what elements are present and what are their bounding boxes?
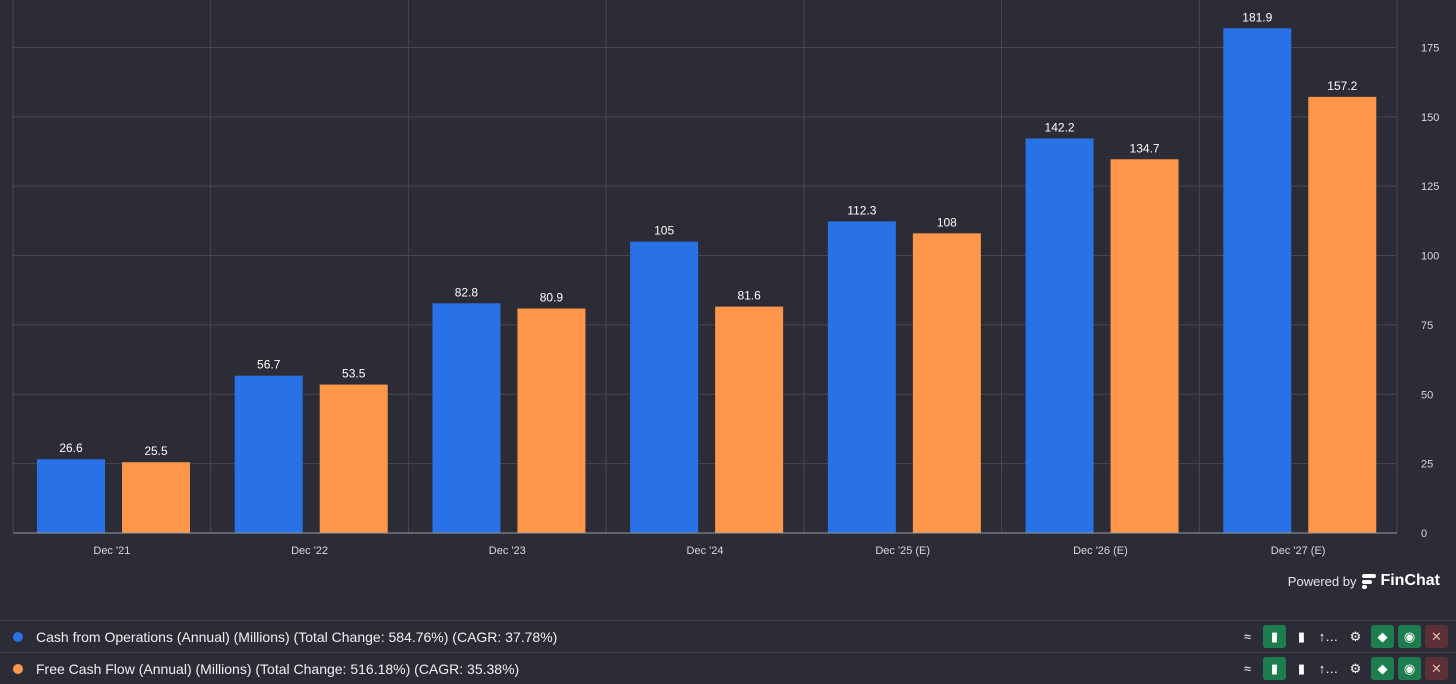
close-icon[interactable]: ✕	[1425, 625, 1448, 648]
bar	[1110, 159, 1179, 533]
data-label: 108	[937, 215, 957, 229]
data-label: 53.5	[342, 367, 366, 381]
bar	[827, 221, 896, 534]
bar-chart-icon[interactable]: ▮	[1263, 625, 1286, 648]
finchat-brand-label: FinChat	[1380, 572, 1440, 589]
data-label: 81.6	[737, 289, 761, 303]
data-label: 80.9	[540, 291, 564, 305]
data-label: 105	[654, 224, 674, 238]
bar-chart: 0 25 50 75 100 125 150 175 26.6 25.5 Dec '21 56.7 53…	[12, 0, 1439, 557]
data-label: 157.2	[1327, 79, 1357, 93]
y-tick-label: 75	[1421, 320, 1433, 332]
bar	[1308, 96, 1377, 534]
eye-icon[interactable]: ◉	[1398, 625, 1421, 648]
eye-icon[interactable]: ◉	[1398, 657, 1421, 680]
bar	[912, 233, 981, 533]
y-tick-label: 125	[1421, 181, 1439, 193]
bar	[715, 306, 784, 533]
x-tick-label: Dec '21	[93, 545, 130, 557]
y-tick-label: 175	[1421, 42, 1439, 54]
y-tick-label: 50	[1421, 389, 1433, 401]
bar-chart-icon[interactable]: ▮	[1263, 657, 1286, 680]
finchat-logo-icon	[1362, 573, 1377, 589]
bar	[319, 384, 388, 533]
y-tick-label: 150	[1421, 112, 1439, 124]
data-label: 26.6	[59, 441, 83, 455]
data-label: 112.3	[847, 203, 876, 217]
powered-by-label: Powered by	[1287, 573, 1357, 589]
tag-icon[interactable]: ◆	[1371, 625, 1394, 648]
y-tick-label: 100	[1421, 251, 1439, 263]
data-label: 56.7	[257, 358, 281, 372]
x-tick-label: Dec '24	[687, 545, 724, 557]
legend-text: Cash from Operations (Annual) (Millions)…	[36, 628, 558, 645]
data-label: 181.9	[1242, 10, 1272, 24]
gear-icon[interactable]: ⚙	[1349, 660, 1362, 676]
line-chart-icon[interactable]: ≈	[1243, 629, 1252, 644]
x-tick-label: Dec '25 (E)	[875, 545, 930, 557]
data-label: 82.8	[455, 285, 479, 299]
data-label: 134.7	[1130, 141, 1160, 155]
grouped-bars-icon[interactable]: ▮	[1297, 628, 1306, 644]
bar	[432, 303, 501, 533]
data-label: 25.5	[144, 444, 168, 458]
x-tick-label: Dec '27 (E)	[1271, 545, 1326, 557]
bar	[234, 375, 303, 533]
sort-button[interactable]: ↑…	[1318, 661, 1339, 676]
x-tick-label: Dec '22	[291, 545, 328, 557]
legend-text: Free Cash Flow (Annual) (Millions) (Tota…	[36, 660, 520, 677]
bar	[1223, 28, 1292, 533]
series-toolbar: ≈ ▮ ▮ ↑… ⚙ ◆ ◉ ✕	[1236, 657, 1448, 680]
x-tick-label: Dec '23	[489, 545, 526, 557]
legend-dot	[13, 631, 23, 642]
gear-icon[interactable]: ⚙	[1349, 628, 1362, 644]
bar	[517, 308, 586, 533]
sort-button[interactable]: ↑…	[1318, 629, 1339, 644]
legend-row-free-cash-flow: Free Cash Flow (Annual) (Millions) (Tota…	[0, 652, 1456, 684]
data-label: 142.2	[1045, 120, 1075, 134]
grouped-bars-icon[interactable]: ▮	[1297, 660, 1306, 676]
bar	[37, 459, 105, 533]
close-icon[interactable]: ✕	[1425, 657, 1448, 680]
line-chart-icon[interactable]: ≈	[1243, 661, 1252, 676]
legend-row-cash-from-operations: Cash from Operations (Annual) (Millions)…	[0, 620, 1456, 652]
finchat-brand: FinChat	[1362, 572, 1440, 590]
powered-by[interactable]: Powered by FinChat	[1288, 570, 1440, 592]
tag-icon[interactable]: ◆	[1371, 657, 1394, 680]
bar	[122, 462, 190, 533]
y-tick-label: 0	[1421, 528, 1427, 540]
bar	[630, 241, 699, 533]
legend-dot	[13, 663, 23, 674]
bar	[1025, 138, 1094, 534]
x-tick-label: Dec '26 (E)	[1073, 545, 1128, 557]
y-tick-label: 25	[1421, 459, 1433, 471]
series-toolbar: ≈ ▮ ▮ ↑… ⚙ ◆ ◉ ✕	[1236, 625, 1448, 648]
